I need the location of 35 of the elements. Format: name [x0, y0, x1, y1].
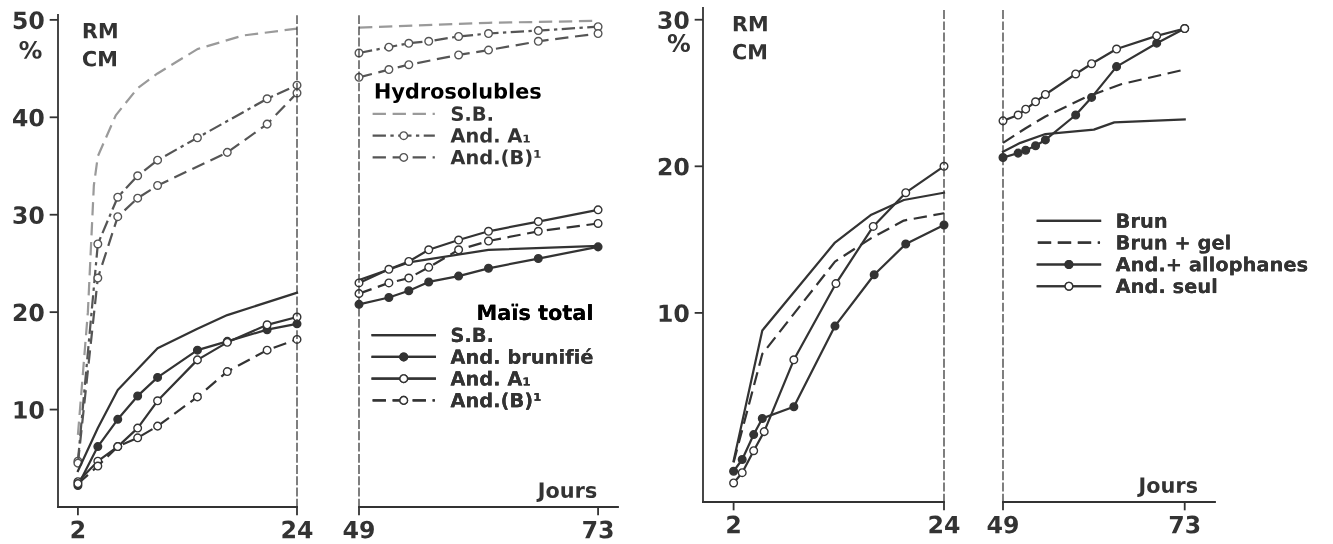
y-tick-label: 30 [13, 206, 44, 225]
legend-label: Brun [1117, 213, 1167, 228]
x-tick-label: 49 [987, 515, 1018, 534]
y-tick-label: 20 [658, 157, 689, 176]
legend-label: And.(B)¹ [450, 149, 541, 167]
annotation: Maïs total [478, 303, 592, 321]
annotation: Hydrosolubles [375, 82, 541, 104]
x-tick-label: 24 [282, 520, 313, 539]
y-tick-label: 20 [13, 303, 44, 322]
annotation: RM CM [732, 16, 767, 60]
legend-label: And.(B)¹ [450, 392, 541, 410]
legend-label: S.B. [451, 106, 492, 122]
y-tick-label: 30 [658, 11, 689, 30]
y-tick-label: 10 [659, 304, 689, 323]
x-tick-label: 2 [727, 515, 740, 534]
y-tick-label: 50 [13, 11, 44, 30]
y-tick-label: 10 [14, 401, 44, 419]
x-tick-label: 49 [343, 520, 374, 539]
y-axis-title: % [19, 40, 42, 59]
annotation: RM CM [82, 23, 117, 67]
legend-label: S.B. [451, 327, 492, 343]
legend-label: Brun + gel [1117, 234, 1230, 254]
x-tick-label: 73 [1169, 515, 1200, 534]
x-axis-title: Jours [1137, 477, 1198, 497]
legend-label: And. brunifié [450, 348, 593, 364]
y-axis-title: % [667, 34, 690, 52]
x-tick-label: 73 [583, 520, 613, 539]
x-axis-title: Jours [536, 482, 597, 502]
legend-label: And.+ allophanes [1115, 256, 1308, 276]
x-tick-label: 24 [929, 515, 960, 534]
legend-label: And. seul [1115, 278, 1217, 294]
x-tick-label: 2 [71, 520, 85, 539]
legend-label: And. A₁ [450, 127, 530, 143]
y-tick-label: 40 [13, 108, 44, 127]
legend-label: And. A₁ [450, 370, 530, 386]
